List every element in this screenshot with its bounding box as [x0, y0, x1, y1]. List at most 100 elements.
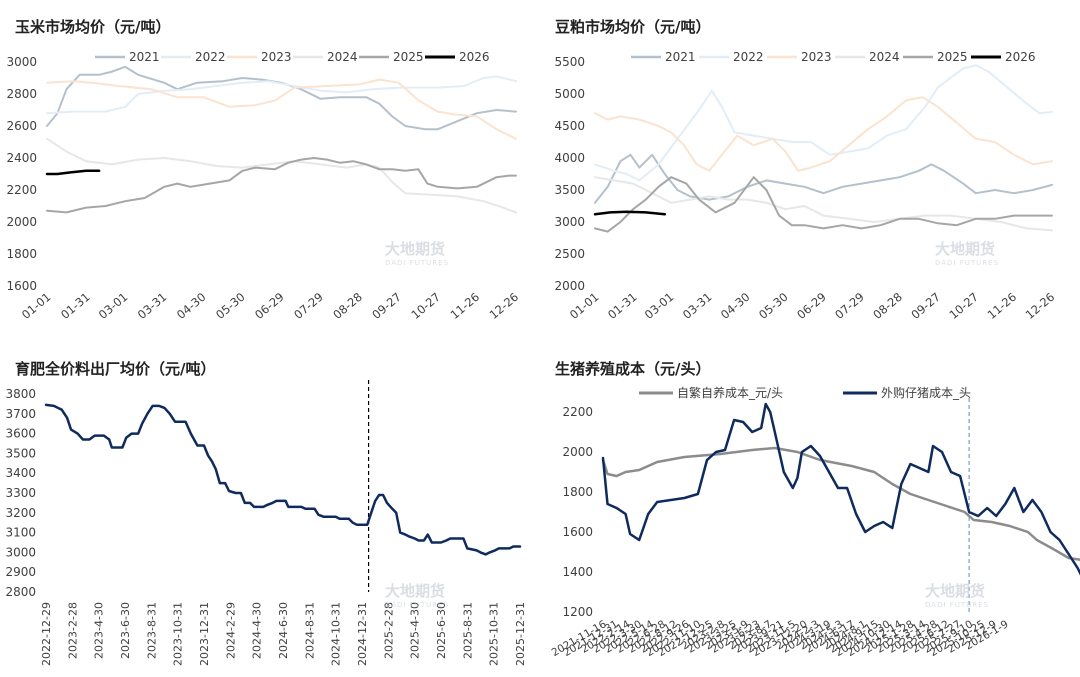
x-tick-label: 2024-12-31 [356, 602, 369, 666]
y-tick-label: 3300 [5, 486, 36, 500]
corn-price-chart-panel: 玉米市场均价（元/吨） 1600 1800 2000 2200 2400 2600 2800… [0, 0, 540, 340]
y-tick-label: 1800 [6, 247, 37, 261]
x-tick-label: 2022-12-29 [40, 602, 53, 666]
x-tick-label: 09-27 [908, 290, 943, 322]
x-tick-label: 2024-4-30 [251, 602, 264, 659]
x-tick-label: 08-28 [330, 290, 365, 322]
y-tick-label: 1600 [6, 279, 37, 293]
watermark: 大地期货 DADI FUTURES [925, 582, 990, 609]
x-tick-label: 08-28 [870, 290, 905, 322]
y-tick-label: 3500 [5, 446, 36, 460]
x-tick-label: 01-01 [19, 290, 54, 322]
legend-label: 外购仔猪成本_头 [881, 385, 971, 400]
legend-label: 2024 [327, 50, 358, 64]
y-tick-label: 2200 [562, 405, 593, 419]
hog-chart-title: 生猪养殖成本（元/头） [555, 360, 711, 378]
x-tick-label: 2024-10-31 [330, 602, 343, 666]
legend-label: 2023 [261, 50, 292, 64]
x-tick-label: 04-30 [174, 290, 209, 322]
x-tick-label: 03-31 [135, 290, 170, 322]
fertilizer-chart-title: 育肥全价料出厂均价（元/吨） [15, 360, 216, 378]
y-tick-label: 4000 [554, 151, 585, 165]
x-tick-label: 11-26 [985, 290, 1020, 322]
y-tick-label: 3100 [5, 526, 36, 540]
series-line-2022 [594, 64, 1053, 182]
x-tick-label: 2023-12-31 [198, 602, 211, 666]
x-tick-label: 12-26 [1023, 290, 1058, 322]
y-tick-label: 2800 [6, 87, 37, 101]
y-tick-label: 3000 [6, 55, 37, 69]
series-line-2023 [46, 78, 517, 140]
legend-label: 2022 [195, 50, 226, 64]
hog-cost-chart: 1200140016001800200022002021-11-162021-1… [550, 385, 1080, 659]
series-line-自繁自养成本_元/头 [601, 446, 1080, 561]
x-tick-label: 04-30 [718, 290, 753, 322]
series-line-2021 [594, 153, 1053, 204]
series-line-2023 [594, 96, 1053, 172]
x-tick-label: 06-29 [794, 290, 829, 322]
soymeal-price-chart-panel: 豆粕市场均价（元/吨） 2000 2500 3000 3500 4000 4500 5000… [540, 0, 1080, 340]
y-tick-label: 2900 [5, 565, 36, 579]
x-tick-label: 01-01 [567, 290, 602, 322]
x-tick-label: 2024-6-30 [277, 602, 290, 659]
series-line-2025 [594, 176, 1053, 233]
fertilizer-price-chart-panel: 育肥全价料出厂均价（元/吨） 2800 2900 3000 3100 3200 3300 3… [0, 340, 540, 677]
x-tick-label: 07-29 [291, 290, 326, 322]
y-tick-label: 2000 [6, 215, 37, 229]
series-line-2022 [46, 75, 517, 115]
series-line-2025 [46, 157, 517, 214]
corn-price-chart: 1600 1800 2000 2200 2400 2600 2800 3000 01-01 01-… [6, 50, 521, 322]
watermark: 大地期货 DADI FUTURES [935, 240, 1000, 267]
y-tick-label: 3800 [5, 387, 36, 401]
x-tick-label: 2025-2-28 [382, 602, 395, 659]
fertilizer-price-chart: 2800 2900 3000 3100 3200 3300 3400 3500 3600 3700… [5, 380, 527, 666]
y-tick-label: 1200 [562, 605, 593, 619]
y-tick-label: 3200 [5, 506, 36, 520]
series-line-育肥全价料出厂均价 [44, 403, 522, 556]
legend-label: 自繁自养成本_元/头 [677, 385, 783, 400]
legend-label: 2025 [937, 50, 968, 64]
legend-label: 2022 [733, 50, 764, 64]
legend-label: 2021 [129, 50, 160, 64]
x-tick-label: 06-29 [252, 290, 287, 322]
legend-label: 2026 [1005, 50, 1036, 64]
x-tick-label: 03-01 [642, 290, 677, 322]
corn-chart-title: 玉米市场均价（元/吨） [15, 18, 171, 36]
y-tick-label: 3000 [554, 215, 585, 229]
x-tick-label: 2025-6-30 [435, 602, 448, 659]
x-tick-label: 2023-6-30 [119, 602, 132, 659]
x-tick-label: 2024-2-29 [224, 602, 237, 659]
y-tick-label: 3700 [5, 407, 36, 421]
watermark: 大地期货 DADI FUTURES [385, 240, 450, 267]
y-tick-label: 2000 [562, 445, 593, 459]
y-tick-label: 2500 [554, 247, 585, 261]
legend-label: 2025 [393, 50, 424, 64]
series-line-2026 [45, 169, 101, 176]
legend-label: 2023 [801, 50, 832, 64]
x-tick-label: 05-30 [756, 290, 791, 322]
soymeal-price-chart: 2000 2500 3000 3500 4000 4500 5000 5500 01-01 01-… [554, 50, 1058, 322]
y-tick-label: 2400 [6, 151, 37, 165]
legend-label: 2021 [665, 50, 696, 64]
x-tick-label: 11-26 [448, 290, 483, 322]
y-tick-label: 3600 [5, 427, 36, 441]
y-tick-label: 3500 [554, 183, 585, 197]
legend-label: 2026 [459, 50, 490, 64]
series-line-外购仔猪成本_头 [601, 402, 1080, 576]
series-line-2026 [593, 210, 667, 216]
series-line-2021 [46, 65, 517, 131]
x-tick-label: 05-30 [213, 290, 248, 322]
x-tick-label: 2025-8-31 [461, 602, 474, 659]
x-tick-label: 03-01 [96, 290, 131, 322]
x-tick-label: 2025-12-31 [514, 602, 527, 666]
x-tick-label: 01-31 [58, 290, 93, 322]
y-tick-label: 2200 [6, 183, 37, 197]
y-tick-label: 3000 [5, 545, 36, 559]
x-tick-label: 2023-8-31 [145, 602, 158, 659]
legend-label: 2024 [869, 50, 900, 64]
watermark: 大地期货 DADI FUTURES [385, 582, 450, 609]
y-tick-label: 3400 [5, 466, 36, 480]
y-tick-label: 1400 [562, 565, 593, 579]
x-tick-label: 01-31 [605, 290, 640, 322]
y-tick-label: 2800 [5, 585, 36, 599]
